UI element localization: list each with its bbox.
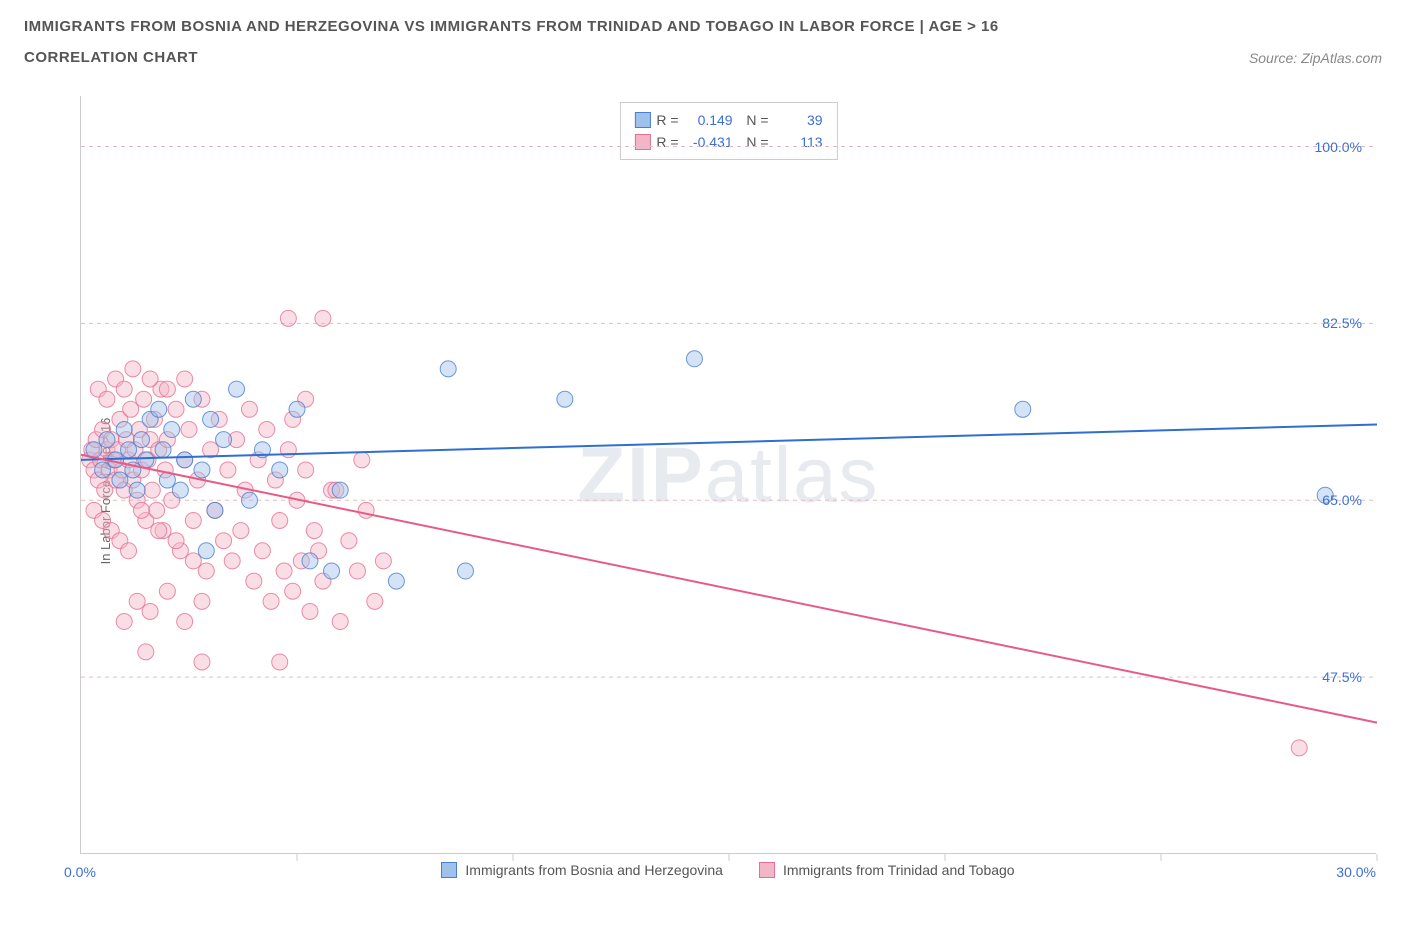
source-attribution: Source: ZipAtlas.com <box>1249 50 1382 66</box>
legend-swatch-0 <box>441 862 457 878</box>
plot-svg <box>81 96 1376 853</box>
chart-title: IMMIGRANTS FROM BOSNIA AND HERZEGOVINA V… <box>24 18 1382 35</box>
legend-item-1: Immigrants from Trinidad and Tobago <box>759 862 1015 878</box>
chart-subtitle: CORRELATION CHART <box>24 49 198 66</box>
bottom-legend: Immigrants from Bosnia and Herzegovina I… <box>80 862 1376 878</box>
source-prefix: Source: <box>1249 50 1301 66</box>
subtitle-row: CORRELATION CHART Source: ZipAtlas.com <box>24 49 1382 66</box>
y-tick-label: 65.0% <box>1322 492 1362 508</box>
chart-container: In Labor Force | Age > 16 ZIPatlas R = 0… <box>24 96 1382 886</box>
legend-swatch-1 <box>759 862 775 878</box>
y-tick-label: 47.5% <box>1322 669 1362 685</box>
plot-area: ZIPatlas R = 0.149 N = 39 R = -0.431 N =… <box>80 96 1376 854</box>
source-name: ZipAtlas.com <box>1301 50 1382 66</box>
legend-label-1: Immigrants from Trinidad and Tobago <box>783 862 1015 878</box>
y-tick-label: 100.0% <box>1315 139 1362 155</box>
legend-label-0: Immigrants from Bosnia and Herzegovina <box>465 862 723 878</box>
chart-header: IMMIGRANTS FROM BOSNIA AND HERZEGOVINA V… <box>0 0 1406 66</box>
y-tick-label: 82.5% <box>1322 315 1362 331</box>
legend-item-0: Immigrants from Bosnia and Herzegovina <box>441 862 723 878</box>
